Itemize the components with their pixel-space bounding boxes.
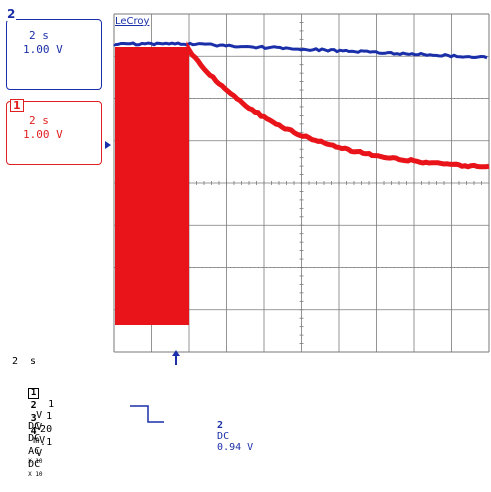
timebase-readout: 2 s [12, 356, 36, 367]
trigger-channel: 2 [217, 420, 223, 431]
trace-1-number: 1 [10, 99, 24, 112]
brand-logo: LeCroy [115, 16, 149, 27]
channel-probe-factor: X 10 [28, 472, 36, 478]
trigger-readout: 2 DC 0.94 V [205, 409, 253, 453]
ground-marker-icon [105, 141, 111, 149]
trigger-coupling: DC [217, 431, 229, 442]
trigger-level: 0.94 V [217, 442, 253, 453]
channel-number: 4 [28, 426, 39, 437]
trace-1-label-box[interactable]: 1 2 s 1.00 V [6, 101, 102, 165]
channel-unit: V [28, 448, 50, 459]
trace-1-burst [115, 47, 189, 325]
trace-1-timebase: 2 s [29, 114, 49, 128]
channel-row[interactable]: 4 .1 V DC X 10 [4, 415, 52, 492]
trigger-slope-icon [128, 402, 168, 426]
channel-volts: .1 [28, 437, 52, 448]
trace-2-number: 2 [6, 7, 16, 21]
trace-2-label-box[interactable]: 2 2 s 1.00 V [6, 19, 102, 90]
trace-2-volts: 1.00 V [23, 43, 63, 57]
trace-1-volts: 1.00 V [23, 128, 63, 142]
channel-coupling: DC [28, 459, 40, 470]
trace-2-timebase: 2 s [29, 29, 49, 43]
